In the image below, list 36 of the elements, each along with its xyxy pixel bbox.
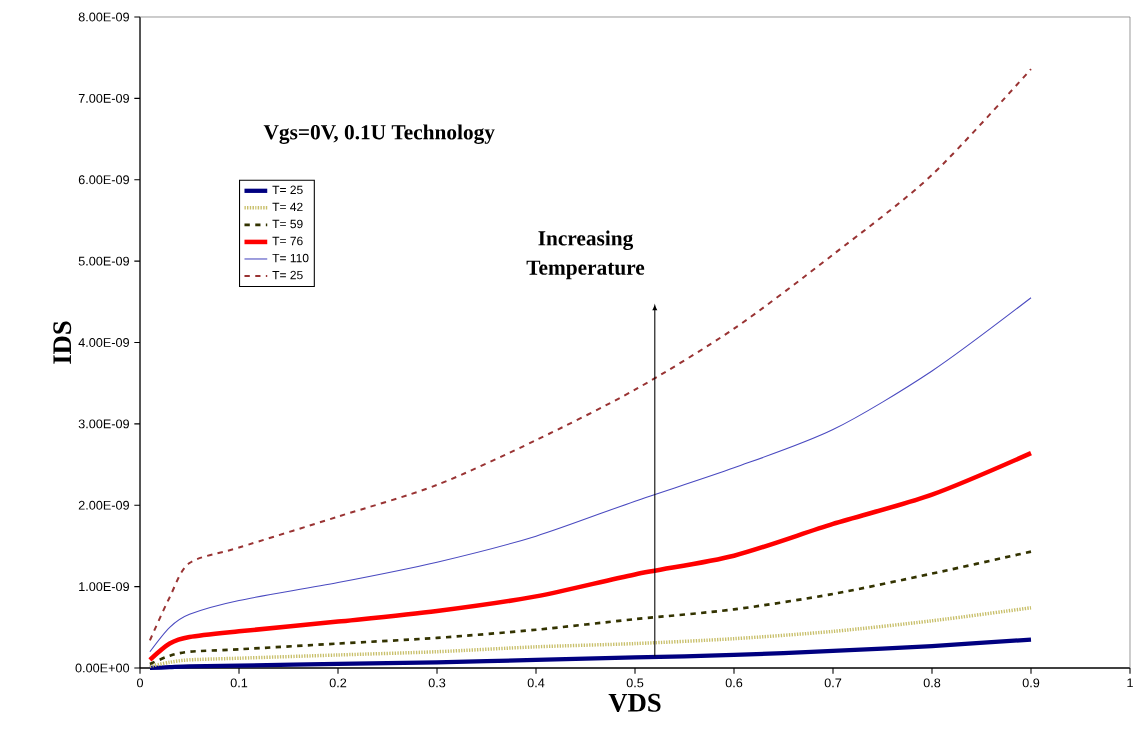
x-tick-label: 1 <box>1127 678 1133 688</box>
x-axis-title: VDS <box>608 693 661 712</box>
x-tick-label: 0.5 <box>626 678 644 688</box>
line-series <box>148 68 1032 642</box>
x-tick-label: 0.2 <box>329 678 347 688</box>
line-series <box>149 297 1032 653</box>
legend-label: T= 42 <box>272 202 303 212</box>
y-tick-label: 4.00E-09 <box>78 338 129 347</box>
legend-label: T= 25 <box>272 270 303 280</box>
x-tick-label: 0.4 <box>527 678 545 688</box>
y-axis-title: IDS <box>53 321 72 364</box>
line-series <box>148 606 1033 669</box>
x-tick-label: 0.3 <box>428 678 446 688</box>
x-tick-label: 0.9 <box>1022 678 1040 688</box>
line-series <box>147 450 1034 663</box>
y-tick-label: 3.00E-09 <box>78 419 129 429</box>
annotation: Vgs=0V, 0.1U Technology <box>263 124 495 144</box>
line-series <box>147 637 1034 671</box>
legend-label: T= 76 <box>272 236 303 246</box>
y-tick-label: 1.00E-09 <box>79 582 129 592</box>
legend-label: T= 59 <box>272 219 303 229</box>
x-tick-label: 0.1 <box>230 678 248 688</box>
x-tick-label: 0 <box>136 678 144 688</box>
y-tick-label: 6.00E-09 <box>78 175 129 185</box>
x-tick-label: 0.6 <box>725 678 743 688</box>
legend-label: T= 110 <box>272 253 309 263</box>
y-tick-label: 8.00E-09 <box>78 12 129 22</box>
legend-label: T= 25 <box>272 185 303 195</box>
x-tick-label: 0.7 <box>824 678 842 688</box>
y-tick-label: 7.00E-09 <box>78 93 129 103</box>
y-tick-label: 5.00E-09 <box>78 256 129 266</box>
x-tick-label: 0.8 <box>923 678 941 688</box>
y-tick-label: 2.00E-09 <box>78 500 129 510</box>
line-series <box>148 550 1033 666</box>
annotation: Increasing Temperature <box>526 230 645 280</box>
y-tick-label: 0.00E+00 <box>75 663 130 673</box>
